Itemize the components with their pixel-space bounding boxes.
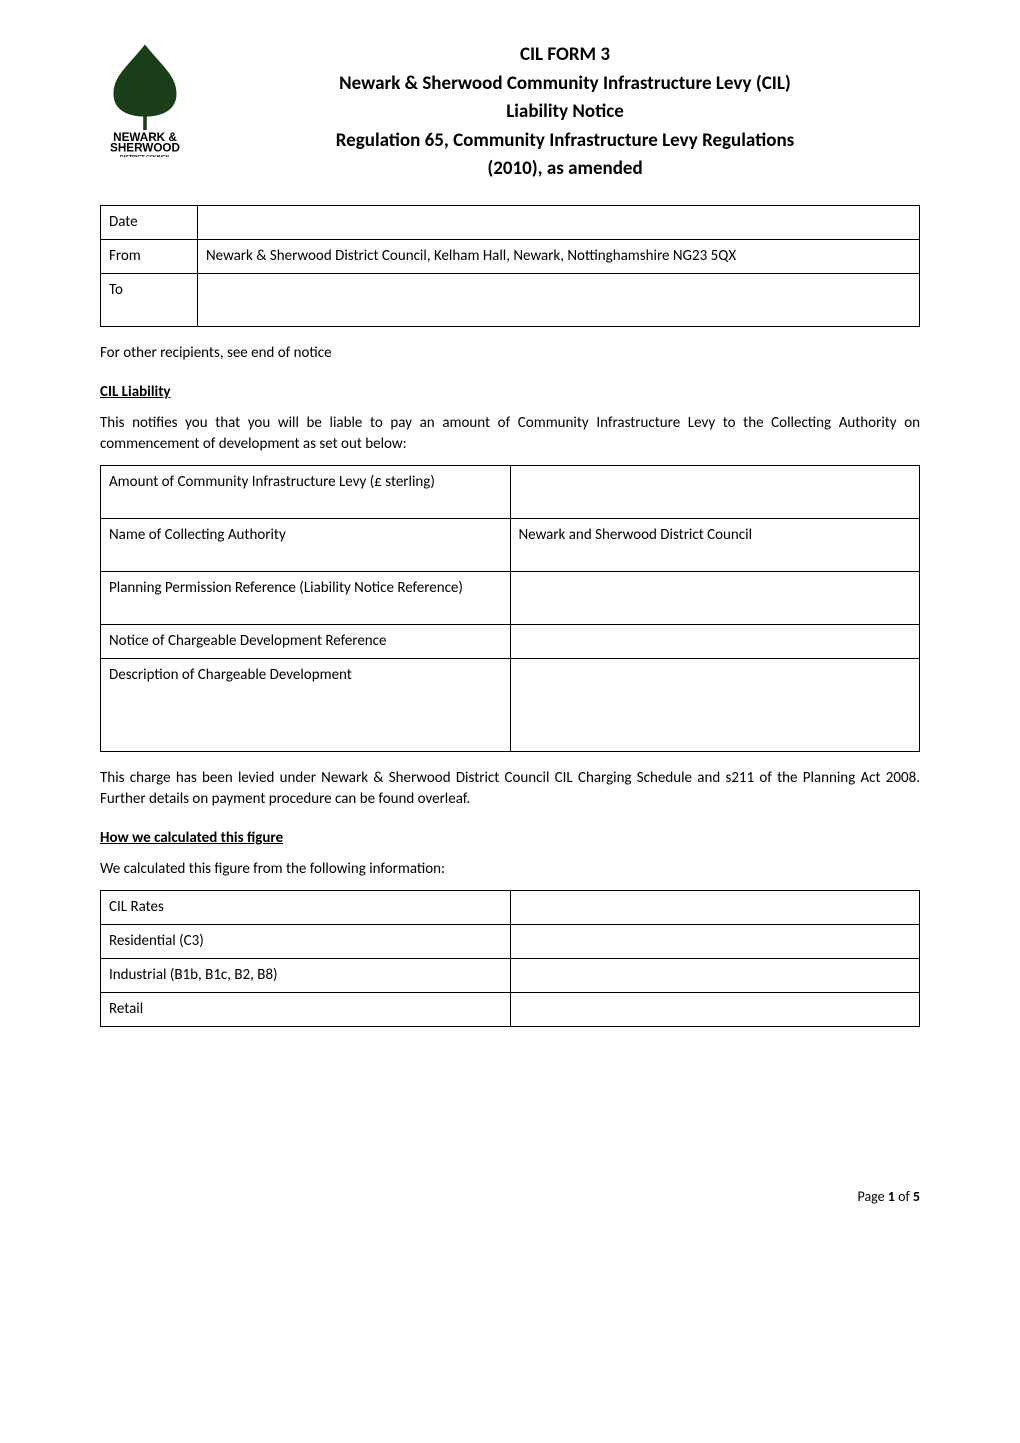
- date-label: Date: [101, 205, 198, 239]
- calc-intro: We calculated this figure from the follo…: [100, 859, 920, 880]
- header-line2: Liability Notice: [210, 99, 920, 126]
- table-row: Planning Permission Reference (Liability…: [101, 571, 920, 624]
- calc-heading: How we calculated this figure: [100, 828, 920, 849]
- liability-intro: This notifies you that you will be liabl…: [100, 413, 920, 455]
- to-value: [198, 273, 920, 326]
- council-logo: NEWARK & SHERWOOD DISTRICT COUNCIL: [100, 40, 190, 157]
- table-row: Date: [101, 205, 920, 239]
- page-footer: Page 1 of 5: [100, 1187, 920, 1207]
- amount-label: Amount of Community Infrastructure Levy …: [101, 465, 511, 518]
- chargeable-ref-label: Notice of Chargeable Development Referen…: [101, 624, 511, 658]
- amount-value: [510, 465, 920, 518]
- liability-heading: CIL Liability: [100, 382, 920, 403]
- from-label: From: [101, 239, 198, 273]
- retail-label: Retail: [101, 992, 511, 1026]
- rates-value: [510, 890, 920, 924]
- table-row: From Newark & Sherwood District Council,…: [101, 239, 920, 273]
- header-block: NEWARK & SHERWOOD DISTRICT COUNCIL CIL F…: [100, 40, 920, 185]
- table-row: Notice of Chargeable Development Referen…: [101, 624, 920, 658]
- calc-table: CIL Rates Residential (C3) Industrial (B…: [100, 890, 920, 1027]
- to-label: To: [101, 273, 198, 326]
- page-of: of: [898, 1188, 910, 1205]
- header-titles: CIL FORM 3 Newark & Sherwood Community I…: [210, 40, 920, 185]
- header-line3: Regulation 65, Community Infrastructure …: [210, 128, 920, 155]
- liability-outro: This charge has been levied under Newark…: [100, 768, 920, 810]
- table-row: Retail: [101, 992, 920, 1026]
- authority-label: Name of Collecting Authority: [101, 518, 511, 571]
- rates-label: CIL Rates: [101, 890, 511, 924]
- info-table: Date From Newark & Sherwood District Cou…: [100, 205, 920, 327]
- table-row: Industrial (B1b, B1c, B2, B8): [101, 958, 920, 992]
- table-row: To: [101, 273, 920, 326]
- table-row: Amount of Community Infrastructure Levy …: [101, 465, 920, 518]
- chargeable-ref-value: [510, 624, 920, 658]
- table-row: Description of Chargeable Development: [101, 658, 920, 751]
- permission-value: [510, 571, 920, 624]
- retail-value: [510, 992, 920, 1026]
- industrial-label: Industrial (B1b, B1c, B2, B8): [101, 958, 511, 992]
- authority-value: Newark and Sherwood District Council: [510, 518, 920, 571]
- residential-label: Residential (C3): [101, 924, 511, 958]
- residential-value: [510, 924, 920, 958]
- industrial-value: [510, 958, 920, 992]
- description-value: [510, 658, 920, 751]
- table-row: CIL Rates: [101, 890, 920, 924]
- liability-table: Amount of Community Infrastructure Levy …: [100, 465, 920, 752]
- form-id: CIL FORM 3: [210, 42, 920, 69]
- svg-text:SHERWOOD: SHERWOOD: [110, 142, 180, 155]
- table-row: Name of Collecting Authority Newark and …: [101, 518, 920, 571]
- date-value: [198, 205, 920, 239]
- header-line4: (2010), as amended: [210, 156, 920, 183]
- header-line1: Newark & Sherwood Community Infrastructu…: [210, 71, 920, 98]
- page-label: Page: [858, 1188, 885, 1205]
- recipients-note: For other recipients, see end of notice: [100, 343, 920, 364]
- from-value: Newark & Sherwood District Council, Kelh…: [198, 239, 920, 273]
- permission-label: Planning Permission Reference (Liability…: [101, 571, 511, 624]
- page-total: 5: [913, 1188, 920, 1205]
- description-label: Description of Chargeable Development: [101, 658, 511, 751]
- svg-text:DISTRICT COUNCIL: DISTRICT COUNCIL: [120, 155, 171, 157]
- table-row: Residential (C3): [101, 924, 920, 958]
- page-num: 1: [888, 1188, 895, 1205]
